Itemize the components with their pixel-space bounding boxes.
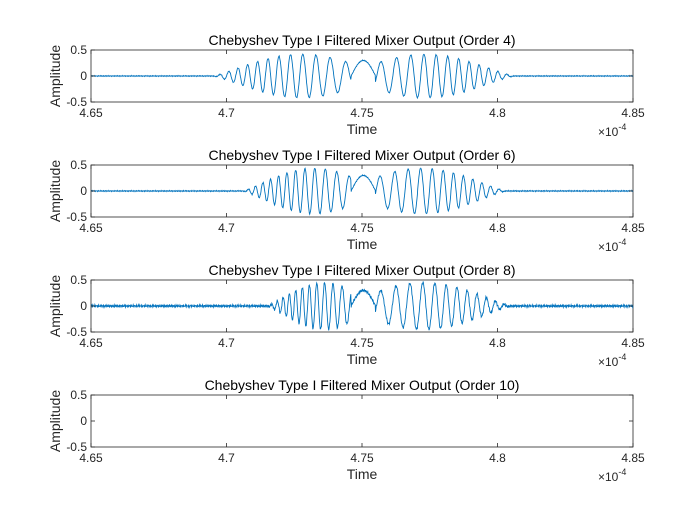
x-exponent-label: ×10-4 [598,467,626,484]
series-line [90,53,634,100]
series-line [90,281,634,331]
y-tick-label: -0.5 [66,325,87,339]
x-tick-label: 4.8 [489,221,506,235]
x-tick-label: 4.8 [489,451,506,465]
y-axis-label: Amplitude [47,390,63,452]
axes-box [90,394,634,448]
x-tick-label: 4.65 [79,221,103,235]
y-tick-label: 0.5 [70,273,87,287]
x-axis-label: Time [347,236,378,252]
y-axis-label: Amplitude [47,275,63,337]
x-exponent-label: ×10-4 [598,237,626,254]
chart-title: Chebyshev Type I Filtered Mixer Output (… [208,147,515,163]
x-tick-label: 4.85 [621,336,645,350]
x-axis-label: Time [347,466,378,482]
subplot-3: 4.65 4.7 4.75 4.8 4.85 0.5 0 -0.5 Chebyshev Type… [47,262,645,369]
x-tick-label: 4.85 [621,221,645,235]
y-tick-label: -0.5 [66,95,87,109]
y-tick-label: 0.5 [70,388,87,402]
x-axis-label: Time [347,121,378,137]
x-exponent-label: ×10-4 [598,352,626,369]
y-axis-label: Amplitude [47,160,63,222]
series-line [90,167,634,216]
x-tick-label: 4.65 [79,106,103,120]
y-tick-label: 0 [80,299,87,313]
y-tick-label: 0 [80,184,87,198]
x-tick-label: 4.75 [350,106,374,120]
x-axis-label: Time [347,351,378,367]
x-tick-label: 4.8 [489,106,506,120]
x-exponent-label: ×10-4 [598,122,626,139]
subplot-1: 4.65 4.7 4.75 4.8 4.85 0.5 0 -0.5 Chebyshev Type… [47,32,645,139]
x-tick-label: 4.7 [218,221,235,235]
x-tick-label: 4.85 [621,451,645,465]
y-tick-label: -0.5 [66,440,87,454]
y-tick-label: -0.5 [66,210,87,224]
y-tick-label: 0.5 [70,43,87,57]
y-axis-label: Amplitude [47,45,63,107]
chart-title: Chebyshev Type I Filtered Mixer Output (… [208,262,515,278]
x-tick-label: 4.65 [79,451,103,465]
x-tick-label: 4.75 [350,336,374,350]
y-tick-label: 0 [80,414,87,428]
x-tick-label: 4.85 [621,106,645,120]
x-tick-label: 4.75 [350,221,374,235]
y-tick-label: 0 [80,69,87,83]
x-tick-label: 4.8 [489,336,506,350]
chart-title: Chebyshev Type I Filtered Mixer Output (… [208,32,515,48]
y-tick-label: 0.5 [70,158,87,172]
x-tick-label: 4.65 [79,336,103,350]
chart-title: Chebyshev Type I Filtered Mixer Output (… [205,377,520,393]
subplot-4: 4.65 4.7 4.75 4.8 4.85 0.5 0 -0.5 Chebyshev Type… [47,377,645,484]
x-tick-label: 4.7 [218,106,235,120]
x-tick-label: 4.75 [350,451,374,465]
x-tick-label: 4.7 [218,451,235,465]
subplot-2: 4.65 4.7 4.75 4.8 4.85 0.5 0 -0.5 Chebyshev Type… [47,147,645,254]
x-tick-label: 4.7 [218,336,235,350]
